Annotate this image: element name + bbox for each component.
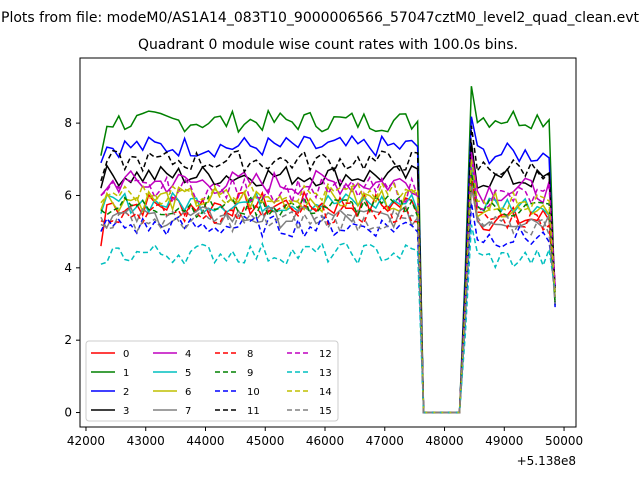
x-tick-label: 43000 bbox=[127, 434, 165, 448]
x-tick-label: 50000 bbox=[545, 434, 583, 448]
plot-frame bbox=[79, 57, 577, 428]
y-tick-label: 6 bbox=[64, 188, 72, 202]
chart-title: Quadrant 0 module wise count rates with … bbox=[138, 37, 518, 53]
y-tick-label: 0 bbox=[64, 406, 72, 420]
legend-label-10: 10 bbox=[247, 387, 260, 398]
plot-area bbox=[100, 86, 556, 414]
legend-label-1: 1 bbox=[123, 368, 129, 379]
legend-label-2: 2 bbox=[123, 387, 129, 398]
legend-label-5: 5 bbox=[185, 368, 191, 379]
y-tick-label: 2 bbox=[64, 333, 72, 347]
series-line-15 bbox=[100, 187, 556, 414]
series-line-13 bbox=[100, 224, 556, 414]
legend-label-15: 15 bbox=[319, 406, 332, 417]
legend-label-7: 7 bbox=[185, 406, 191, 417]
series-line-4 bbox=[100, 152, 556, 414]
legend-label-4: 4 bbox=[185, 349, 191, 360]
legend-label-9: 9 bbox=[247, 368, 253, 379]
series-line-9 bbox=[100, 172, 556, 414]
x-tick-label: 44000 bbox=[186, 434, 224, 448]
series-line-6 bbox=[100, 173, 556, 414]
legend-box bbox=[85, 340, 339, 422]
figure-suptitle: Plots from file: modeM0/AS1A14_083T10_90… bbox=[1, 10, 639, 26]
legend-label-14: 14 bbox=[319, 387, 332, 398]
series-line-1 bbox=[100, 86, 556, 414]
x-tick-label: 48000 bbox=[425, 434, 463, 448]
legend-label-8: 8 bbox=[247, 349, 253, 360]
x-tick-label: 47000 bbox=[366, 434, 404, 448]
legend-label-0: 0 bbox=[123, 349, 129, 360]
series-line-11 bbox=[100, 125, 556, 414]
legend-label-6: 6 bbox=[185, 387, 191, 398]
x-tick-label: 42000 bbox=[67, 434, 105, 448]
y-axis: 0 2 4 6 8 bbox=[64, 116, 80, 420]
legend-label-11: 11 bbox=[247, 406, 260, 417]
legend-label-12: 12 bbox=[319, 349, 332, 360]
y-tick-label: 8 bbox=[64, 116, 72, 130]
x-tick-label: 49000 bbox=[485, 434, 523, 448]
x-tick-label: 45000 bbox=[246, 434, 284, 448]
x-axis: 42000 43000 44000 45000 46000 47000 48000 49000… bbox=[67, 427, 583, 448]
series-line-2 bbox=[100, 116, 556, 414]
legend-label-13: 13 bbox=[319, 368, 332, 379]
series-line-3 bbox=[100, 142, 556, 414]
x-tick-label: 46000 bbox=[306, 434, 344, 448]
series-line-8 bbox=[100, 175, 556, 414]
x-axis-offset-label: +5.138e8 bbox=[517, 454, 576, 468]
y-tick-label: 4 bbox=[64, 261, 72, 275]
series-line-14 bbox=[100, 158, 556, 414]
legend-label-3: 3 bbox=[123, 406, 129, 417]
